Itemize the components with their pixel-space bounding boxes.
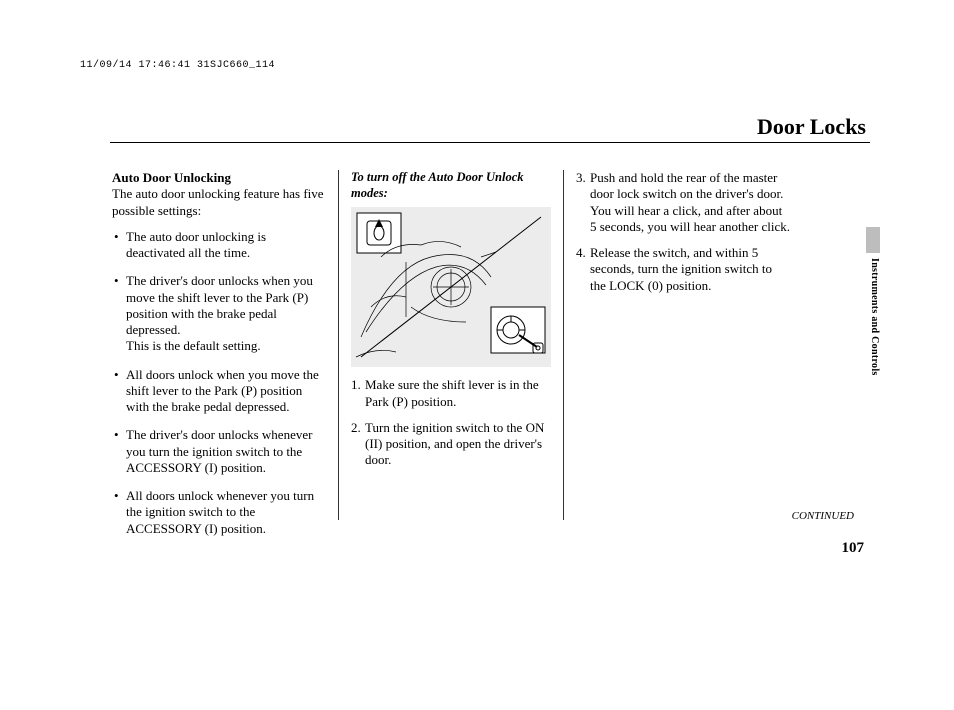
- content-columns: Auto Door Unlocking The auto door unlock…: [112, 170, 870, 520]
- page-number: 107: [842, 540, 865, 557]
- step-item: 3. Push and hold the rear of the master …: [576, 170, 790, 235]
- step-text: Turn the ignition switch to the ON (II) …: [365, 420, 551, 469]
- col1-bullets: The auto door unlocking is deactivated a…: [114, 229, 326, 537]
- step-number: 4.: [576, 245, 590, 294]
- bullet-item: The auto door unlocking is deactivated a…: [114, 229, 326, 262]
- step-number: 3.: [576, 170, 590, 235]
- step-number: 1.: [351, 377, 365, 410]
- figure-svg: [351, 207, 551, 367]
- step-item: 1. Make sure the shift lever is in the P…: [351, 377, 551, 410]
- step-text: Push and hold the rear of the master doo…: [590, 170, 790, 235]
- header-timestamp-code: 11/09/14 17:46:41 31SJC660_114: [80, 60, 275, 71]
- column-1: Auto Door Unlocking The auto door unlock…: [112, 170, 338, 520]
- bullet-item: The driver's door unlocks whenever you t…: [114, 427, 326, 476]
- page: 11/09/14 17:46:41 31SJC660_114 Door Lock…: [0, 0, 954, 710]
- column-3: 3. Push and hold the rear of the master …: [564, 170, 790, 520]
- col2-modes-heading: To turn off the Auto Door Unlock modes:: [351, 170, 551, 201]
- page-title: Door Locks: [757, 114, 866, 140]
- instruction-figure: [351, 207, 551, 367]
- step-number: 2.: [351, 420, 365, 469]
- step-text: Make sure the shift lever is in the Park…: [365, 377, 551, 410]
- col1-heading: Auto Door Unlocking: [112, 170, 231, 185]
- col2-steps: 1. Make sure the shift lever is in the P…: [351, 377, 551, 468]
- bullet-item: All doors unlock when you move the shift…: [114, 367, 326, 416]
- column-2: To turn off the Auto Door Unlock modes:: [338, 170, 564, 520]
- col1-lede: The auto door unlocking feature has five…: [112, 186, 326, 219]
- bullet-item: The driver's door unlocks when you move …: [114, 273, 326, 354]
- continued-label: CONTINUED: [792, 510, 854, 522]
- bullet-item: All doors unlock whenever you turn the i…: [114, 488, 326, 537]
- step-item: 4. Release the switch, and within 5 seco…: [576, 245, 790, 294]
- title-rule: [110, 142, 870, 143]
- step-text: Release the switch, and within 5 seconds…: [590, 245, 790, 294]
- col3-steps: 3. Push and hold the rear of the master …: [576, 170, 790, 294]
- step-item: 2. Turn the ignition switch to the ON (I…: [351, 420, 551, 469]
